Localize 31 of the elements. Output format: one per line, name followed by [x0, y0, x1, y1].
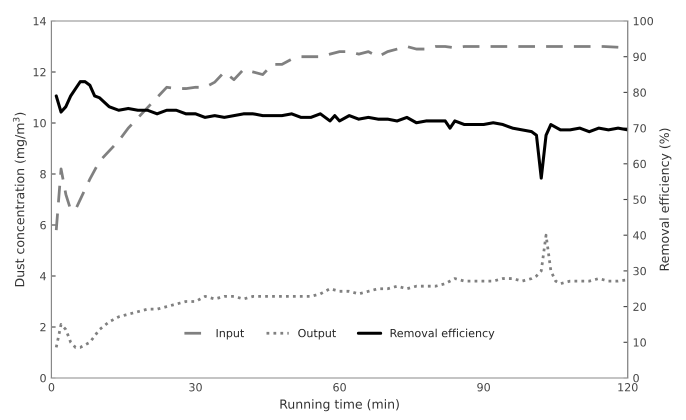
y2-tick-label: 0 — [633, 374, 639, 382]
y-tick-label: 0 — [40, 374, 46, 382]
y2-tick-label: 20 — [633, 302, 646, 311]
x-tick-label: 30 — [189, 383, 202, 392]
x-axis-title: Running time (min) — [280, 399, 399, 412]
y2-tick-label: 60 — [633, 160, 646, 168]
y-tick-label: 10 — [34, 118, 46, 128]
y-tick-label: 8 — [40, 170, 46, 178]
x-tick-label: 90 — [477, 383, 490, 392]
x-tick-label: 120 — [618, 383, 638, 392]
y-tick-label: 2 — [40, 322, 46, 332]
y2-tick-label: 80 — [633, 88, 646, 97]
y-axis-title: Dust concentration (mg/m$^{3}$) — [12, 112, 27, 286]
y-tick-label: 4 — [40, 272, 46, 280]
y2-tick-label: 70 — [633, 124, 646, 132]
legend-label: Removal efficiency — [390, 328, 494, 340]
y-tick-label: 6 — [40, 220, 46, 230]
legend-label: Output — [298, 328, 336, 340]
legend-label: Input — [216, 329, 244, 340]
y2-tick-label: 10 — [634, 338, 646, 347]
x-tick-label: 0 — [48, 383, 54, 392]
x-tick-label: 60 — [333, 383, 346, 392]
y-tick-label: 12 — [34, 68, 46, 76]
y-tick-label: 14 — [34, 17, 46, 26]
y2-tick-label: 50 — [633, 195, 646, 204]
y2-axis-title: Removal efficiency (%) — [659, 128, 672, 270]
y2-tick-label: 40 — [633, 231, 646, 240]
y2-tick-label: 90 — [633, 52, 646, 62]
line-series — [54, 80, 628, 180]
y2-tick-label: 100 — [634, 16, 654, 26]
y2-tick-label: 30 — [633, 266, 646, 276]
